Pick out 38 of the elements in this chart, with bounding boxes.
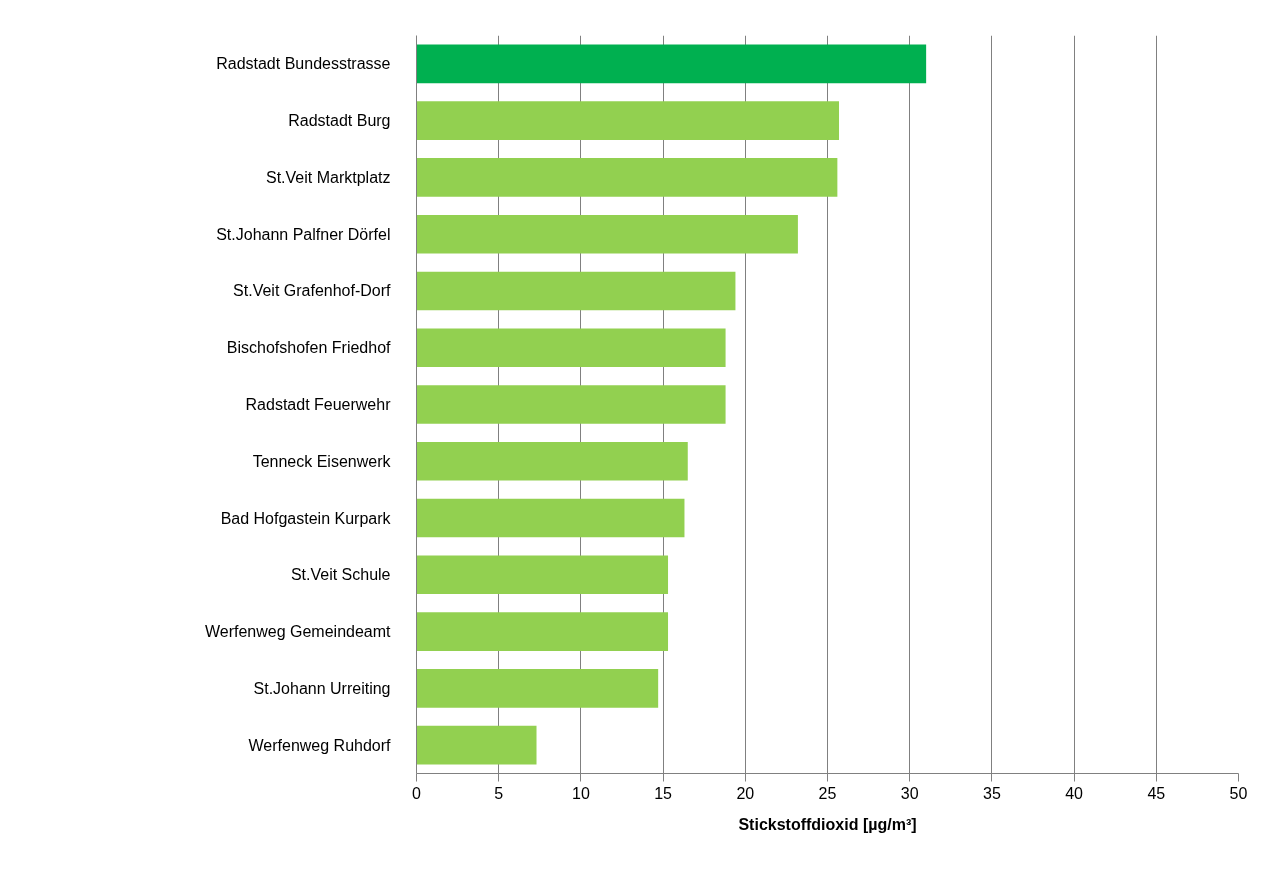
y-tick-label: St.Veit Schule	[290, 566, 391, 584]
y-tick-label: Radstadt Bundesstrasse	[216, 55, 391, 73]
bar	[416, 385, 726, 424]
y-tick-label: Werfenweg Ruhdorf	[248, 736, 392, 754]
x-tick-label: 0	[412, 784, 422, 802]
bar	[416, 669, 659, 708]
x-tick-label: 30	[900, 784, 919, 802]
y-tick-label: Bad Hofgastein Kurpark	[220, 509, 392, 527]
x-axis-title: Stickstoffdioxid [µg/m³]	[738, 815, 917, 833]
y-tick-label: St.Veit Grafenhof-Dorf	[233, 282, 392, 300]
x-tick-label: 45	[1147, 784, 1166, 802]
bar	[416, 158, 838, 197]
x-tick-label: 15	[654, 784, 673, 802]
bar	[416, 725, 537, 765]
bar	[416, 441, 688, 481]
bar	[416, 498, 685, 538]
bar	[416, 214, 798, 254]
bar	[416, 44, 927, 84]
x-tick-label: 5	[494, 784, 504, 802]
x-tick-label: 50	[1229, 784, 1248, 802]
y-tick-label: Bischofshofen Friedhof	[226, 339, 392, 357]
bar	[416, 612, 669, 651]
y-tick-label: St.Johann Urreiting	[253, 679, 391, 697]
y-tick-label: Radstadt Feuerwehr	[245, 396, 392, 413]
bar	[416, 271, 736, 311]
x-tick-label: 40	[1065, 784, 1084, 802]
x-tick-label: 10	[572, 784, 590, 802]
bar	[416, 555, 669, 595]
bar	[416, 328, 726, 368]
x-tick-label: 25	[818, 784, 837, 802]
y-tick-label: St.Johann Palfner Dörfel	[216, 225, 391, 243]
y-tick-label: Radstadt Burg	[288, 112, 391, 130]
y-tick-label: Tenneck Eisenwerk	[252, 452, 392, 470]
y-tick-label: St.Veit Marktplatz	[266, 168, 391, 186]
x-tick-label: 35	[983, 784, 1001, 802]
x-tick-label: 20	[736, 784, 755, 802]
bar	[416, 101, 840, 140]
y-tick-label: Werfenweg Gemeindeamt	[204, 623, 392, 641]
